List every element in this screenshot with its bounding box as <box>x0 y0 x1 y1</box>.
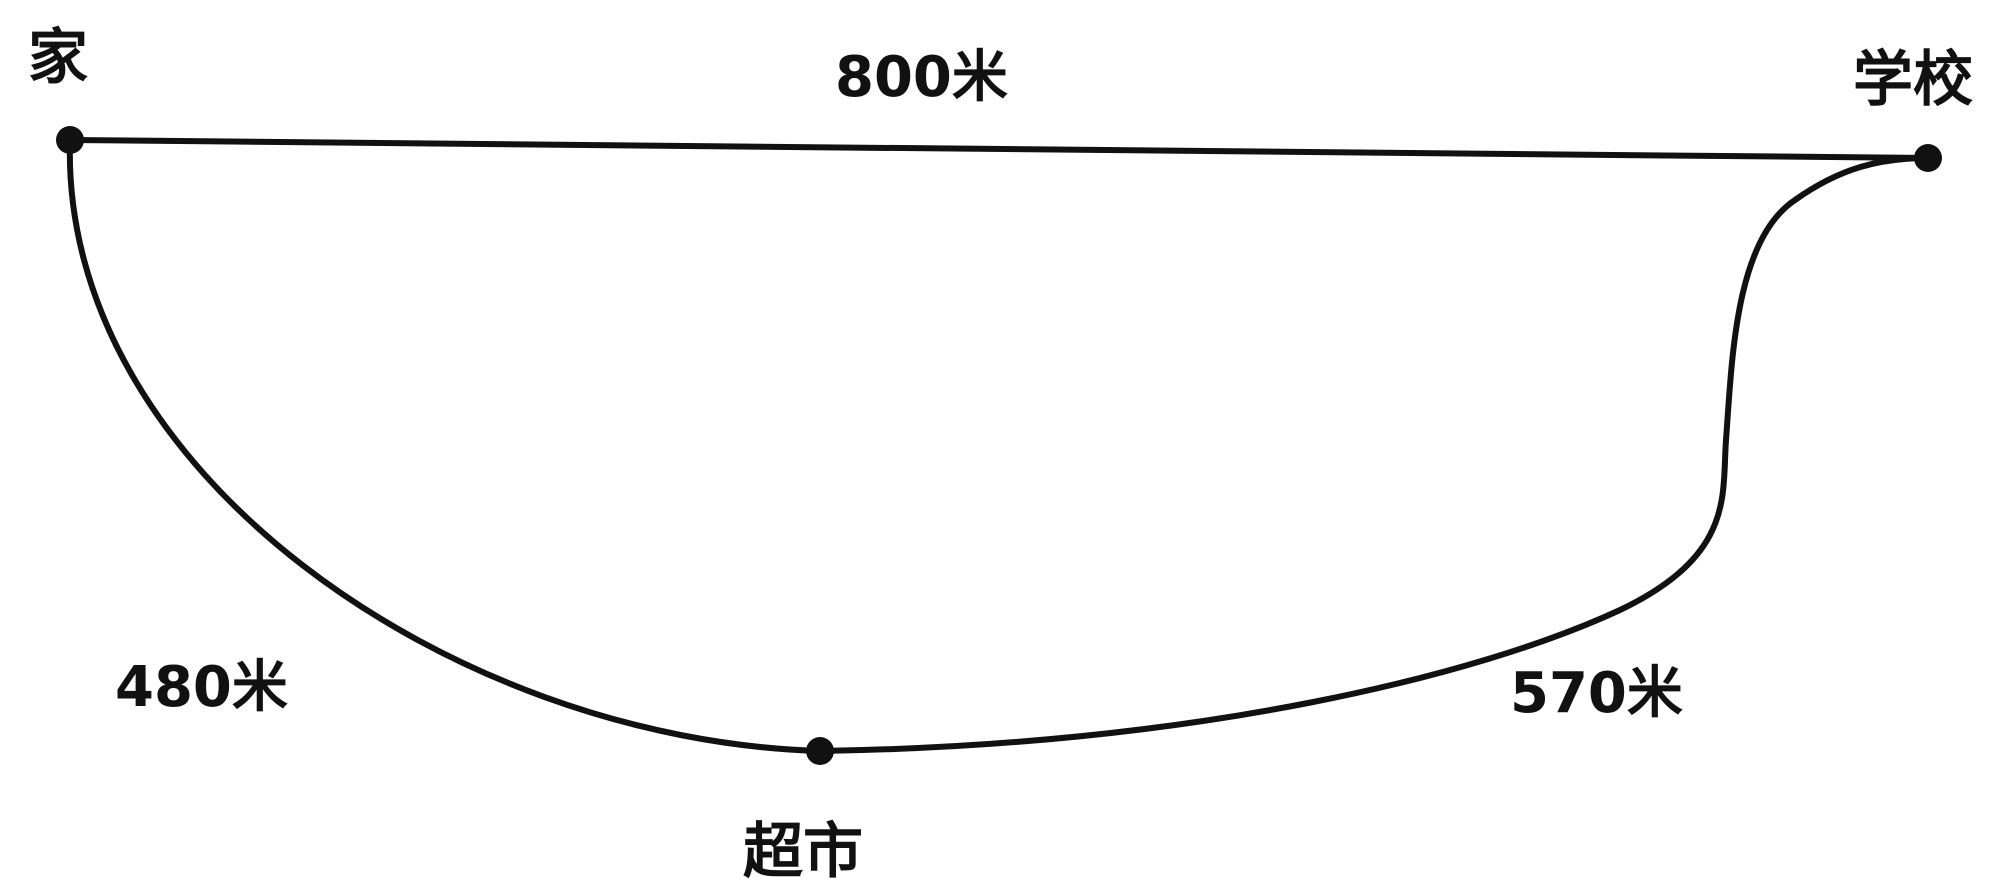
distance-home-supermarket-label: 480米 <box>115 655 288 720</box>
home-label: 家 <box>28 23 88 93</box>
route-supermarket-school <box>817 155 1931 754</box>
distance-home-school-label: 800米 <box>835 45 1008 110</box>
home-point <box>56 126 84 154</box>
school-point <box>1914 144 1942 172</box>
distance-supermarket-school-label: 570米 <box>1510 661 1683 726</box>
supermarket-point <box>806 737 834 765</box>
supermarket-label: 超市 <box>743 817 863 887</box>
school-label: 学校 <box>1853 45 1973 115</box>
route-home-supermarket <box>66 137 823 754</box>
route-home-school <box>67 137 1931 161</box>
